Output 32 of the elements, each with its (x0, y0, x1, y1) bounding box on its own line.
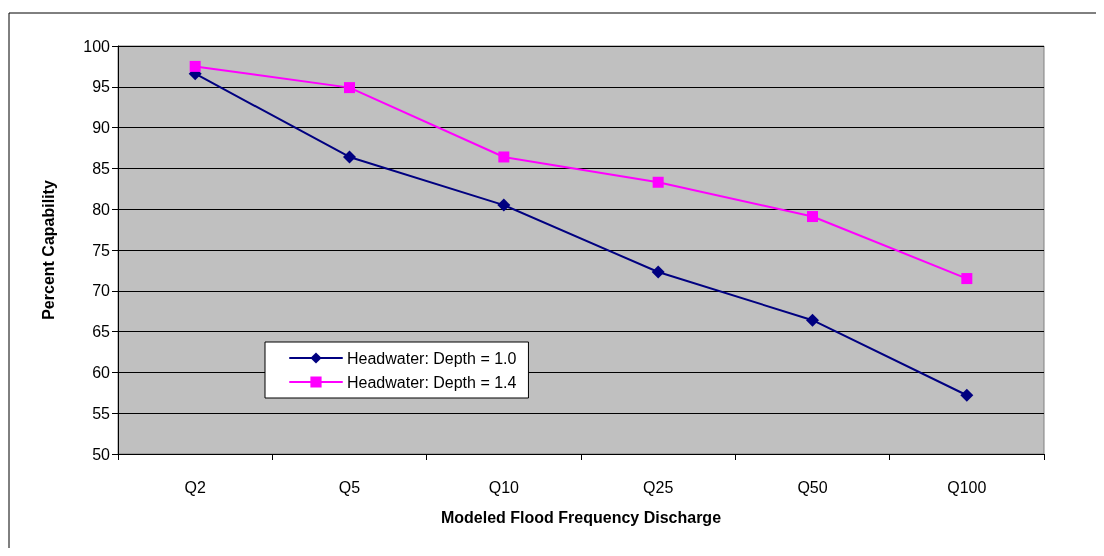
point (961, 273, 973, 285)
point (498, 151, 510, 163)
point (651, 265, 665, 279)
point (497, 198, 511, 212)
point (807, 211, 818, 223)
y-tick-label: 70 (92, 282, 111, 300)
y-tick-label: 95 (92, 78, 111, 96)
x-tick-label: Q100 (947, 478, 987, 496)
x-tick-label: Q5 (338, 478, 361, 496)
y-tick-label: 85 (92, 159, 111, 177)
y-tick-label: 90 (92, 119, 111, 137)
y-tick-label: 100 (83, 37, 111, 55)
y-tick-label: 50 (92, 445, 111, 463)
y-axis-title: Percent Capability (39, 180, 57, 320)
x-tick-label: Q10 (488, 478, 520, 496)
y-tick-label: 80 (92, 200, 111, 218)
x-tick-label: Q25 (643, 478, 674, 496)
x-axis-title: Modeled Flood Frequency Discharge (440, 508, 722, 526)
y-tick-label: 75 (92, 241, 111, 259)
point (806, 313, 819, 327)
point (960, 388, 974, 402)
x-tick-label: Q2 (184, 478, 206, 496)
point (343, 150, 356, 164)
y-tick-label: 55 (92, 404, 111, 422)
x-tick-label: Q50 (797, 478, 828, 496)
point (344, 82, 355, 94)
point (189, 60, 201, 72)
legend-label: Headwater: Depth = 1.4 (347, 373, 517, 391)
y-tick-label: 60 (92, 363, 111, 381)
point (652, 176, 664, 188)
legend-label: Headwater: Depth = 1.0 (347, 349, 517, 367)
y-tick-label: 65 (92, 323, 111, 341)
